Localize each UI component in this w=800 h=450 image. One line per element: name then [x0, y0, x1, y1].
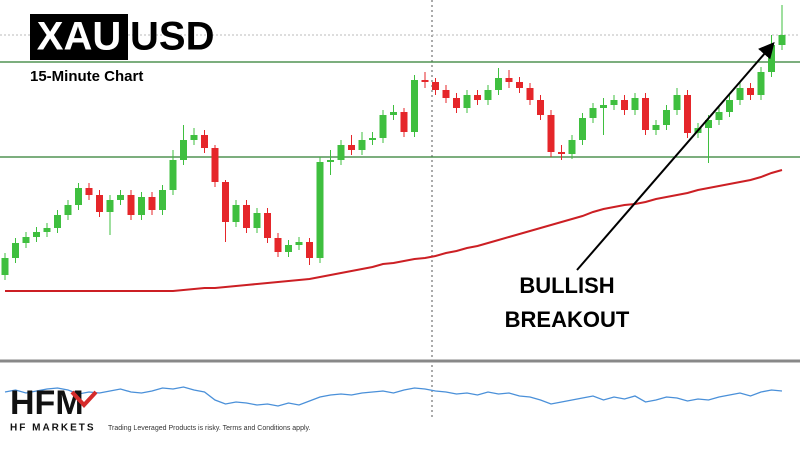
candle-body — [652, 125, 660, 130]
candle-body — [390, 112, 397, 115]
candle-body — [642, 98, 649, 130]
candle-body — [579, 118, 586, 140]
candle-body — [190, 135, 198, 140]
candle-body — [306, 242, 313, 258]
candle-body — [75, 188, 82, 205]
candle-body — [474, 95, 481, 100]
candle-body — [232, 205, 240, 222]
candle-body — [673, 95, 681, 110]
candle-body — [222, 182, 229, 222]
candle-body — [274, 238, 282, 252]
candle-body — [705, 120, 712, 128]
candle-body — [264, 213, 271, 238]
title-box — [30, 14, 128, 60]
disclaimer: Trading Leveraged Products is risky. Ter… — [108, 425, 311, 432]
candle-body — [610, 100, 618, 105]
candle-body — [43, 228, 51, 232]
candle-body — [348, 145, 355, 150]
candle-body — [159, 190, 166, 210]
candle-body — [201, 135, 208, 148]
candle-body — [747, 88, 754, 95]
candle-body — [85, 188, 93, 195]
candle-body — [432, 82, 439, 90]
candle-body — [148, 197, 156, 210]
candle-body — [169, 160, 177, 190]
candle-body — [369, 138, 376, 140]
logo-name: HF MARKETS — [10, 423, 96, 434]
candle-body — [285, 245, 292, 252]
candle-body — [568, 140, 576, 154]
candle-body — [211, 148, 219, 182]
line — [5, 169, 783, 292]
candle-body — [484, 90, 492, 100]
candle-body — [1, 258, 9, 275]
candle-body — [453, 98, 460, 108]
candle-body — [526, 88, 534, 100]
candle-body — [663, 110, 670, 125]
candle-body — [621, 100, 628, 110]
candle-body — [117, 195, 124, 200]
candle-body — [736, 88, 744, 100]
candle-body — [327, 160, 334, 162]
candle-body — [411, 80, 418, 132]
candle-body — [253, 213, 261, 228]
candle-body — [631, 98, 639, 110]
candle-body — [22, 237, 30, 243]
candle-body — [33, 232, 40, 237]
candle-body — [684, 95, 691, 133]
candle-body — [600, 105, 607, 108]
candle-body — [106, 200, 114, 212]
line — [4, 386, 783, 407]
candle-body — [516, 82, 523, 88]
candle-body — [726, 100, 733, 112]
candle-body — [589, 108, 597, 118]
candle-body — [505, 78, 513, 82]
candle-body — [463, 95, 471, 108]
candle-body — [715, 112, 723, 120]
annotation: BULLISH — [519, 273, 614, 298]
logo-accent — [70, 390, 98, 408]
candle-body — [558, 152, 565, 154]
arrow — [576, 41, 775, 271]
candle-body — [400, 112, 408, 132]
candle-body — [421, 80, 429, 82]
candle-body — [757, 72, 765, 95]
candle-body — [138, 197, 145, 215]
candle-body — [54, 215, 61, 228]
candle-body — [358, 140, 366, 150]
candle-body — [180, 140, 187, 160]
chart-subtitle: 15-Minute Chart — [30, 68, 143, 85]
candle-body — [337, 145, 345, 160]
candle-body — [442, 90, 450, 98]
candle-body — [12, 243, 19, 258]
plot — [0, 0, 800, 440]
candle-body — [778, 35, 786, 45]
candle-body — [64, 205, 72, 215]
chart-title: USD — [130, 15, 214, 59]
candle-body — [495, 78, 502, 90]
candle-body — [243, 205, 250, 228]
candle-body — [379, 115, 387, 138]
candle-body — [295, 242, 303, 245]
candle-body — [127, 195, 135, 215]
candle-body — [547, 115, 555, 152]
logo-mark: HFM — [10, 384, 84, 422]
title-box-text: XAU — [37, 15, 121, 59]
candle-body — [537, 100, 544, 115]
footer-bg — [0, 420, 800, 450]
candle-body — [96, 195, 103, 212]
annotation: BREAKOUT — [505, 307, 630, 332]
candle-body — [316, 162, 324, 258]
